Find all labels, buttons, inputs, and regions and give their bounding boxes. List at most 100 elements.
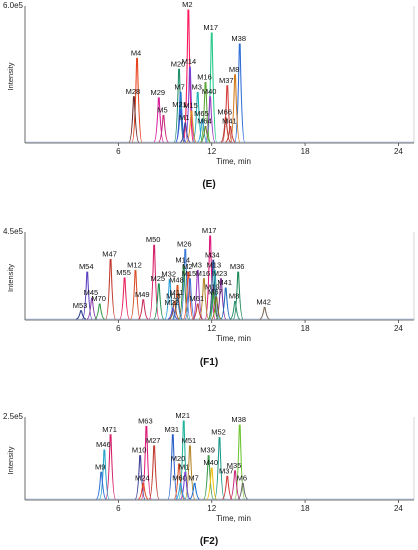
- peak-trace: [153, 283, 165, 320]
- peak-label: M21: [175, 411, 190, 420]
- peak-label: M55: [116, 268, 131, 277]
- peak-label: M29: [151, 88, 166, 97]
- peak-label: M31: [165, 425, 180, 434]
- peak-trace: [206, 467, 217, 500]
- y-max-label: 6.0e5: [3, 1, 24, 10]
- panel-1: 4.5e5 Intensity 6 12 18 24 Time, min M17 M50 M26 M…: [3, 226, 415, 368]
- panel-label: (F2): [200, 536, 218, 547]
- peak-trace: [234, 424, 246, 500]
- peak-trace: [98, 449, 110, 500]
- peak-label: M22: [165, 298, 180, 307]
- peak-trace: [164, 279, 176, 320]
- peak-label: M20: [171, 454, 186, 463]
- peak-label: M71: [102, 425, 117, 434]
- panel-0: 6.0e5 Intensity 6 12 18 24 Time, min M2 M17 M38 M4…: [3, 0, 415, 190]
- peak-label: M5: [157, 106, 167, 115]
- peak-label: M60: [172, 473, 187, 482]
- y-max-label: 2.5e5: [3, 412, 24, 421]
- peak-trace: [234, 43, 246, 143]
- peak-label: M40: [202, 87, 217, 96]
- peak-trace: [207, 259, 219, 320]
- peak-label: M51: [182, 436, 197, 445]
- peak-label: M12: [127, 260, 142, 269]
- peak-trace: [148, 244, 160, 320]
- x-axis-label: Time, min: [216, 514, 251, 523]
- peak-label: M32: [161, 270, 176, 279]
- peak-label: M13: [207, 260, 222, 269]
- peak-trace: [198, 278, 210, 320]
- peak-label: M1: [179, 462, 189, 471]
- peak-trace: [167, 307, 178, 320]
- peak-trace: [182, 271, 194, 320]
- peak-trace: [131, 57, 143, 143]
- peak-label: M67: [208, 287, 223, 296]
- peak-label: M1: [179, 113, 189, 122]
- x-tick-label: 18: [301, 504, 310, 513]
- peak-label: M14: [175, 255, 190, 264]
- peak-trace: [105, 258, 116, 320]
- peak-label: M40: [203, 458, 218, 467]
- y-axis-label: Intensity: [6, 62, 15, 90]
- peak-trace: [222, 475, 233, 500]
- peak-label: M23: [213, 269, 228, 278]
- peak-label: M65: [194, 109, 209, 118]
- peak-trace: [221, 85, 233, 143]
- peak-label: M45: [84, 288, 99, 297]
- peak-trace: [134, 455, 146, 500]
- peak-label: M17: [202, 226, 217, 235]
- x-tick-label: 12: [207, 324, 216, 333]
- peak-trace: [230, 300, 241, 320]
- peak-label: M10: [132, 446, 147, 455]
- peak-label: M24: [135, 473, 150, 482]
- x-tick-label: 18: [301, 147, 310, 156]
- peak-label: M38: [231, 34, 246, 43]
- x-tick-label: 24: [394, 324, 403, 333]
- peak-trace: [208, 291, 219, 320]
- peak-trace: [259, 306, 270, 320]
- peak-label: M25: [151, 274, 166, 283]
- peak-label: M54: [79, 262, 94, 271]
- peak-trace: [204, 96, 216, 143]
- y-axis-label: Intensity: [6, 264, 15, 292]
- peak-trace: [180, 471, 191, 500]
- peak-label: M9: [95, 462, 105, 471]
- peak-label: M46: [96, 440, 111, 449]
- x-tick-label: 12: [207, 147, 216, 156]
- peak-label: M8: [229, 65, 239, 74]
- peak-label: M11: [169, 288, 183, 297]
- peak-label: M41: [217, 278, 232, 287]
- peak-label: M26: [177, 239, 192, 248]
- peak-trace: [94, 303, 105, 320]
- peak-label: M36: [230, 262, 245, 271]
- peak-trace: [179, 248, 191, 320]
- peak-label: M37: [219, 76, 234, 85]
- peak-label: M17: [203, 23, 218, 32]
- peak-label: M8: [229, 292, 239, 301]
- peak-label: M52: [211, 428, 226, 437]
- peak-trace: [119, 277, 130, 320]
- x-axis-label: Time, min: [216, 334, 251, 343]
- peak-label: M27: [146, 436, 161, 445]
- peak-trace: [167, 434, 179, 500]
- peak-trace: [182, 9, 194, 143]
- peak-trace: [184, 278, 196, 320]
- peak-label: M4: [131, 48, 141, 57]
- peak-trace: [173, 68, 185, 143]
- peak-label: M16: [197, 73, 212, 82]
- peak-label: M15: [183, 101, 198, 110]
- peak-trace: [189, 482, 200, 500]
- peak-label: M38: [231, 415, 246, 424]
- panel-2: 2.5e5 Intensity 6 12 18 24 Time, min M21 M63 M38 M…: [3, 411, 415, 547]
- peak-trace: [175, 482, 186, 500]
- peak-label: M7: [174, 82, 184, 91]
- x-tick-label: 24: [394, 504, 403, 513]
- peak-trace: [130, 269, 141, 320]
- peak-trace: [128, 96, 140, 143]
- peak-trace: [138, 482, 149, 500]
- peak-trace: [215, 278, 227, 320]
- peak-trace: [214, 437, 225, 500]
- peak-label: M42: [256, 297, 271, 306]
- x-axis-label: Time, min: [216, 157, 251, 166]
- peak-trace: [86, 297, 97, 320]
